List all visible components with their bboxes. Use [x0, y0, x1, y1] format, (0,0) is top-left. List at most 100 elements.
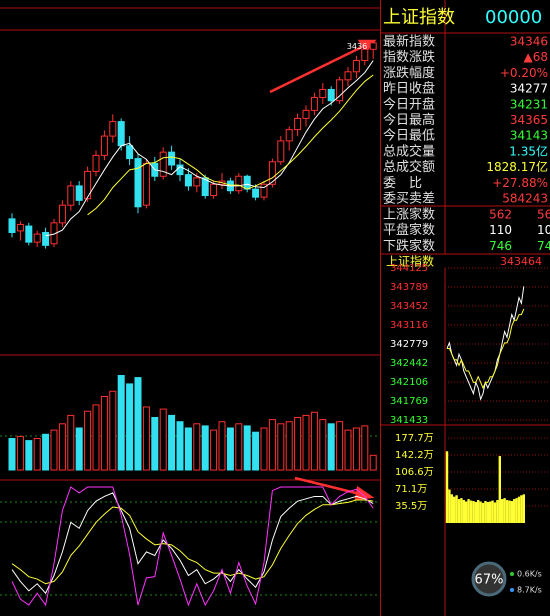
volume-bar — [235, 423, 243, 471]
intraday-volume-bar — [460, 498, 463, 523]
volume-bar — [285, 421, 293, 471]
intraday-volume-bar — [505, 500, 509, 523]
intraday-volume-bar — [501, 499, 504, 523]
quote-label: 昨日收盘 — [383, 81, 435, 97]
intraday-title: 上证指数 — [386, 254, 434, 269]
candle-body — [268, 161, 276, 185]
quote-value: 1828.17亿 — [486, 159, 548, 174]
intraday-volume-bar — [472, 501, 475, 523]
volume-bar — [352, 427, 360, 471]
candle-body — [310, 97, 318, 111]
breadth-label: 上涨家数 — [383, 207, 435, 223]
intraday-volume-bar — [489, 501, 492, 523]
intraday-volume-bar — [457, 499, 461, 523]
volume-bar — [310, 411, 318, 471]
quote-label: 最新指数 — [383, 34, 435, 50]
volume-tick-label: 35.5万 — [395, 501, 427, 512]
intraday-last: 343464 — [500, 255, 542, 268]
volume-bar — [294, 417, 302, 471]
volume-bar — [126, 383, 134, 471]
candle-body — [84, 170, 92, 200]
candle-body — [168, 151, 176, 166]
candle-body — [352, 60, 360, 73]
quote-value: 584243 — [502, 192, 548, 206]
candle-body — [67, 185, 75, 206]
moving-average — [45, 60, 374, 237]
intraday-volume-bar — [481, 502, 485, 523]
candle-body — [369, 42, 377, 50]
quote-label: 委 比 — [383, 176, 422, 191]
intraday-volume-bar — [450, 494, 453, 523]
intraday-volume-bar — [455, 495, 458, 523]
price-tick-label: 341433 — [390, 415, 428, 426]
moving-average — [87, 74, 374, 216]
volume-bar — [25, 440, 33, 471]
price-tick-label: 343116 — [390, 320, 428, 331]
volume-bar — [50, 429, 58, 471]
volume-bar — [117, 375, 125, 471]
quote-label: 今日最高 — [383, 112, 435, 128]
breadth-value: 110 — [489, 223, 512, 237]
intraday-volume-bar — [448, 489, 451, 523]
candle-body — [75, 185, 83, 201]
volume-tick-label: 106.6万 — [395, 467, 434, 478]
candle-body — [50, 222, 58, 245]
intraday-volume-bar — [469, 500, 473, 523]
volume-bar — [100, 396, 108, 471]
quote-value: +0.20% — [500, 66, 548, 80]
price-tick-label: 342442 — [390, 358, 428, 369]
quote-label: 今日开盘 — [383, 96, 435, 112]
volume-tick-label: 177.7万 — [395, 433, 434, 444]
breadth-value: 10 — [537, 223, 550, 237]
breadth-label: 平盘家数 — [383, 222, 435, 238]
volume-bar — [92, 404, 100, 471]
candle-body — [277, 140, 285, 163]
candle-body — [285, 129, 293, 142]
kdj-line — [11, 486, 374, 607]
volume-bar — [176, 421, 184, 471]
quote-value: 34365 — [510, 113, 548, 127]
volume-bar — [226, 427, 234, 471]
intraday-volume-bar — [508, 500, 511, 523]
candle-body — [58, 204, 66, 224]
intraday-volume-bar — [498, 456, 501, 523]
intraday-volume-bar — [486, 501, 489, 523]
intraday-volume-bar — [503, 498, 506, 523]
candle-body — [100, 135, 108, 156]
volume-bar — [201, 425, 209, 471]
volume-bar — [134, 377, 142, 471]
kdj-line — [11, 492, 374, 595]
price-tick-label: 342106 — [390, 377, 428, 388]
breadth-label: 下跌家数 — [383, 238, 435, 254]
volume-bar — [260, 427, 268, 471]
volume-bar — [302, 414, 310, 471]
candle-body — [109, 121, 117, 137]
quote-label: 涨跌幅度 — [383, 65, 435, 81]
volume-bar — [319, 419, 327, 471]
breadth-value: 746 — [489, 239, 512, 253]
price-tick-label: 341769 — [390, 396, 428, 407]
intraday-volume-bar — [453, 496, 456, 523]
volume-tick-label: 142.2万 — [395, 450, 434, 461]
volume-bar — [142, 406, 150, 471]
candle-body — [117, 121, 125, 147]
candle-body — [8, 218, 16, 233]
price-tick-label: 343452 — [390, 301, 428, 312]
volume-bar — [344, 429, 352, 471]
volume-bar — [277, 423, 285, 471]
breadth-value: 74 — [537, 239, 550, 253]
quote-label: 总成交量 — [383, 143, 435, 159]
candle-body — [243, 175, 251, 190]
candle-body — [327, 88, 335, 102]
quote-value: 34143 — [510, 129, 548, 143]
candle-body — [260, 183, 268, 198]
quote-value: +27.88% — [492, 176, 548, 190]
volume-bar — [268, 419, 276, 471]
volume-bar — [84, 410, 92, 471]
quote-value: ▲68 — [524, 50, 549, 64]
volume-bar — [184, 427, 192, 471]
intraday-volume-bar — [445, 451, 449, 523]
volume-bar — [58, 423, 66, 471]
intraday-volume-bar — [477, 500, 480, 523]
